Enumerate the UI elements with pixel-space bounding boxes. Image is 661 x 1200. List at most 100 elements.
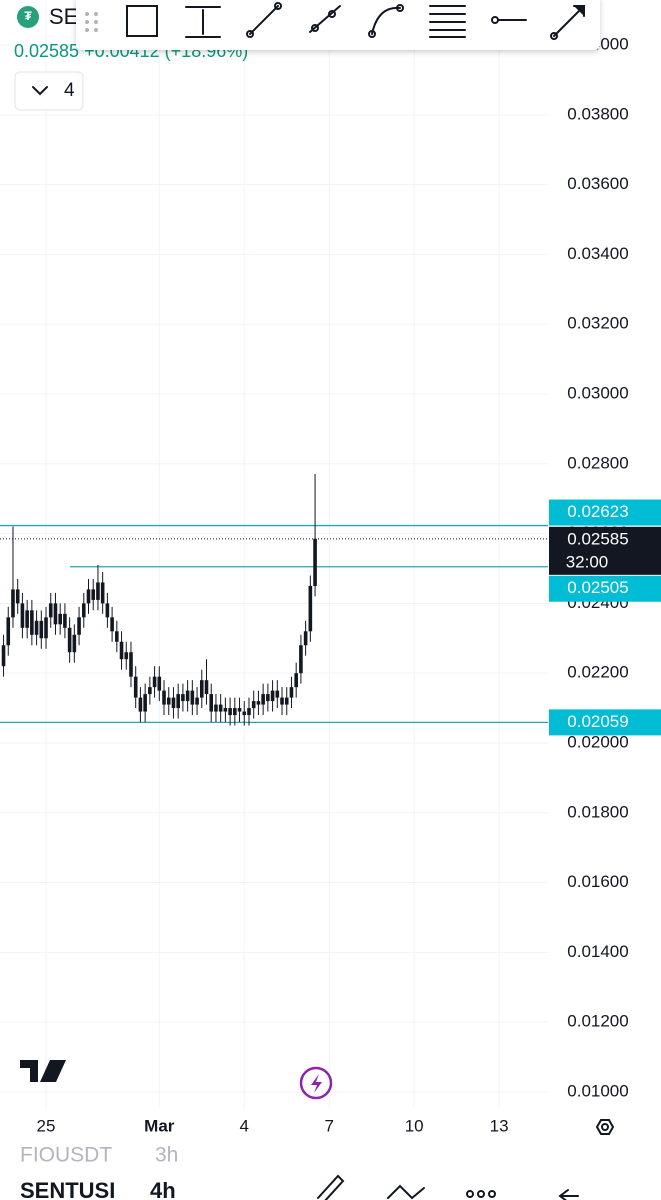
y-tick-label: 0.01000 [567, 1081, 628, 1100]
tab-interval[interactable]: 3h [155, 1144, 178, 1167]
x-tick-label: 25 [37, 1116, 56, 1135]
candle-body [44, 617, 48, 639]
candle-body [143, 694, 147, 712]
candle-body [166, 697, 171, 705]
y-tick-label: 0.01600 [567, 872, 628, 891]
candle-body [209, 694, 214, 712]
candle-body [77, 617, 81, 635]
candle-body [133, 676, 138, 698]
candle-body [53, 603, 58, 625]
y-tick-label: 0.01400 [567, 942, 628, 961]
candle-body [63, 613, 67, 628]
y-tick-label: 0.03200 [567, 314, 628, 333]
candle-body [39, 620, 44, 639]
candle-body [30, 610, 34, 635]
candle-body [48, 603, 53, 618]
candle-body [228, 708, 232, 716]
candle-body [15, 589, 20, 604]
x-tick-label: Mar [144, 1116, 175, 1135]
symbol-icon [17, 6, 39, 28]
y-tick-label: 0.03600 [567, 174, 628, 193]
candle-body [34, 620, 39, 635]
candle-body [313, 538, 317, 586]
tool-arrow[interactable] [550, 5, 585, 40]
tool-rectangle[interactable] [126, 5, 158, 37]
candle-body [152, 676, 157, 688]
candle-body [185, 690, 190, 702]
tool-fib[interactable] [429, 5, 466, 38]
tool-trend-line[interactable] [246, 2, 282, 38]
y-tick-label: 0.03000 [567, 383, 628, 402]
candle-body [289, 687, 294, 698]
candle-body [25, 610, 29, 628]
y-tick-label: 0.02000 [567, 732, 628, 751]
candle-body [157, 676, 162, 691]
candle-body [294, 673, 298, 688]
candle-body [299, 645, 303, 674]
symbol-icon-glyph: ₮ [24, 9, 32, 23]
candle-body [195, 697, 199, 705]
candle-body [67, 627, 72, 653]
countdown: 32:00 [566, 552, 609, 571]
candle-body [247, 708, 251, 716]
tool-horizontal-ray[interactable] [491, 16, 527, 24]
candle-body [96, 582, 100, 600]
candle-body [115, 631, 119, 642]
candle-body [233, 708, 237, 716]
tradingview-logo [20, 1060, 66, 1082]
tab-symbol[interactable]: FIOUSDT [20, 1144, 112, 1167]
candle-body [129, 652, 133, 677]
candle-body [237, 708, 242, 712]
indicators-button[interactable] [14, 71, 84, 111]
candle-body [199, 680, 204, 698]
price-line-label-box [549, 575, 661, 602]
candle-body [81, 603, 86, 618]
symbol[interactable]: SE [49, 4, 78, 29]
candle-body [1, 645, 6, 667]
tab-symbol[interactable]: SENTUSI [20, 1178, 115, 1200]
candle-body [20, 603, 25, 628]
y-tick-label: 0.02200 [567, 663, 628, 682]
candle-body [6, 617, 11, 646]
candle-body [11, 589, 15, 618]
candle-body [110, 617, 114, 632]
y-tick-label: 0.03400 [567, 244, 628, 263]
candle-body [266, 694, 270, 702]
price-line-label-box [549, 709, 661, 736]
candle-body [256, 701, 261, 705]
candle-body [308, 585, 313, 632]
candle-body [270, 690, 275, 702]
candle-body [105, 603, 110, 618]
candle-body [124, 652, 129, 660]
candle-body [138, 697, 143, 712]
bottom-icons[interactable] [317, 1174, 579, 1200]
price: 0.02585 [14, 41, 79, 61]
tool-curve[interactable] [368, 4, 404, 38]
candle-body [100, 582, 105, 604]
candle-body [119, 641, 124, 660]
candle-body [251, 701, 256, 709]
candle-body [284, 697, 289, 705]
x-tick-label: 4 [240, 1116, 249, 1135]
candle-body [190, 690, 195, 705]
tab-interval[interactable]: 4h [150, 1178, 176, 1200]
candle-body [181, 694, 185, 702]
candle-body [162, 690, 166, 705]
tool-parallel[interactable] [309, 5, 341, 33]
candle-body [303, 631, 308, 646]
tool-date-range[interactable] [185, 6, 221, 38]
last-price-label: 0.02585 [567, 529, 628, 548]
candle-body [275, 690, 280, 698]
plot: 0.01000 0.01200 0.01400 0.01600 0.01800 0.020… [0, 0, 661, 1135]
candle-body [86, 589, 91, 604]
y-tick-label: 0.02800 [567, 453, 628, 472]
price-line-label-box [549, 499, 661, 526]
drag-handle [85, 12, 98, 32]
x-tick-label: 10 [405, 1116, 424, 1135]
x-tick-label: 7 [324, 1116, 333, 1135]
x-tick-label: 13 [490, 1116, 509, 1135]
candle-body [280, 697, 284, 705]
y-tick-label: 0.03800 [567, 104, 628, 123]
settings-button[interactable] [595, 1119, 615, 1135]
